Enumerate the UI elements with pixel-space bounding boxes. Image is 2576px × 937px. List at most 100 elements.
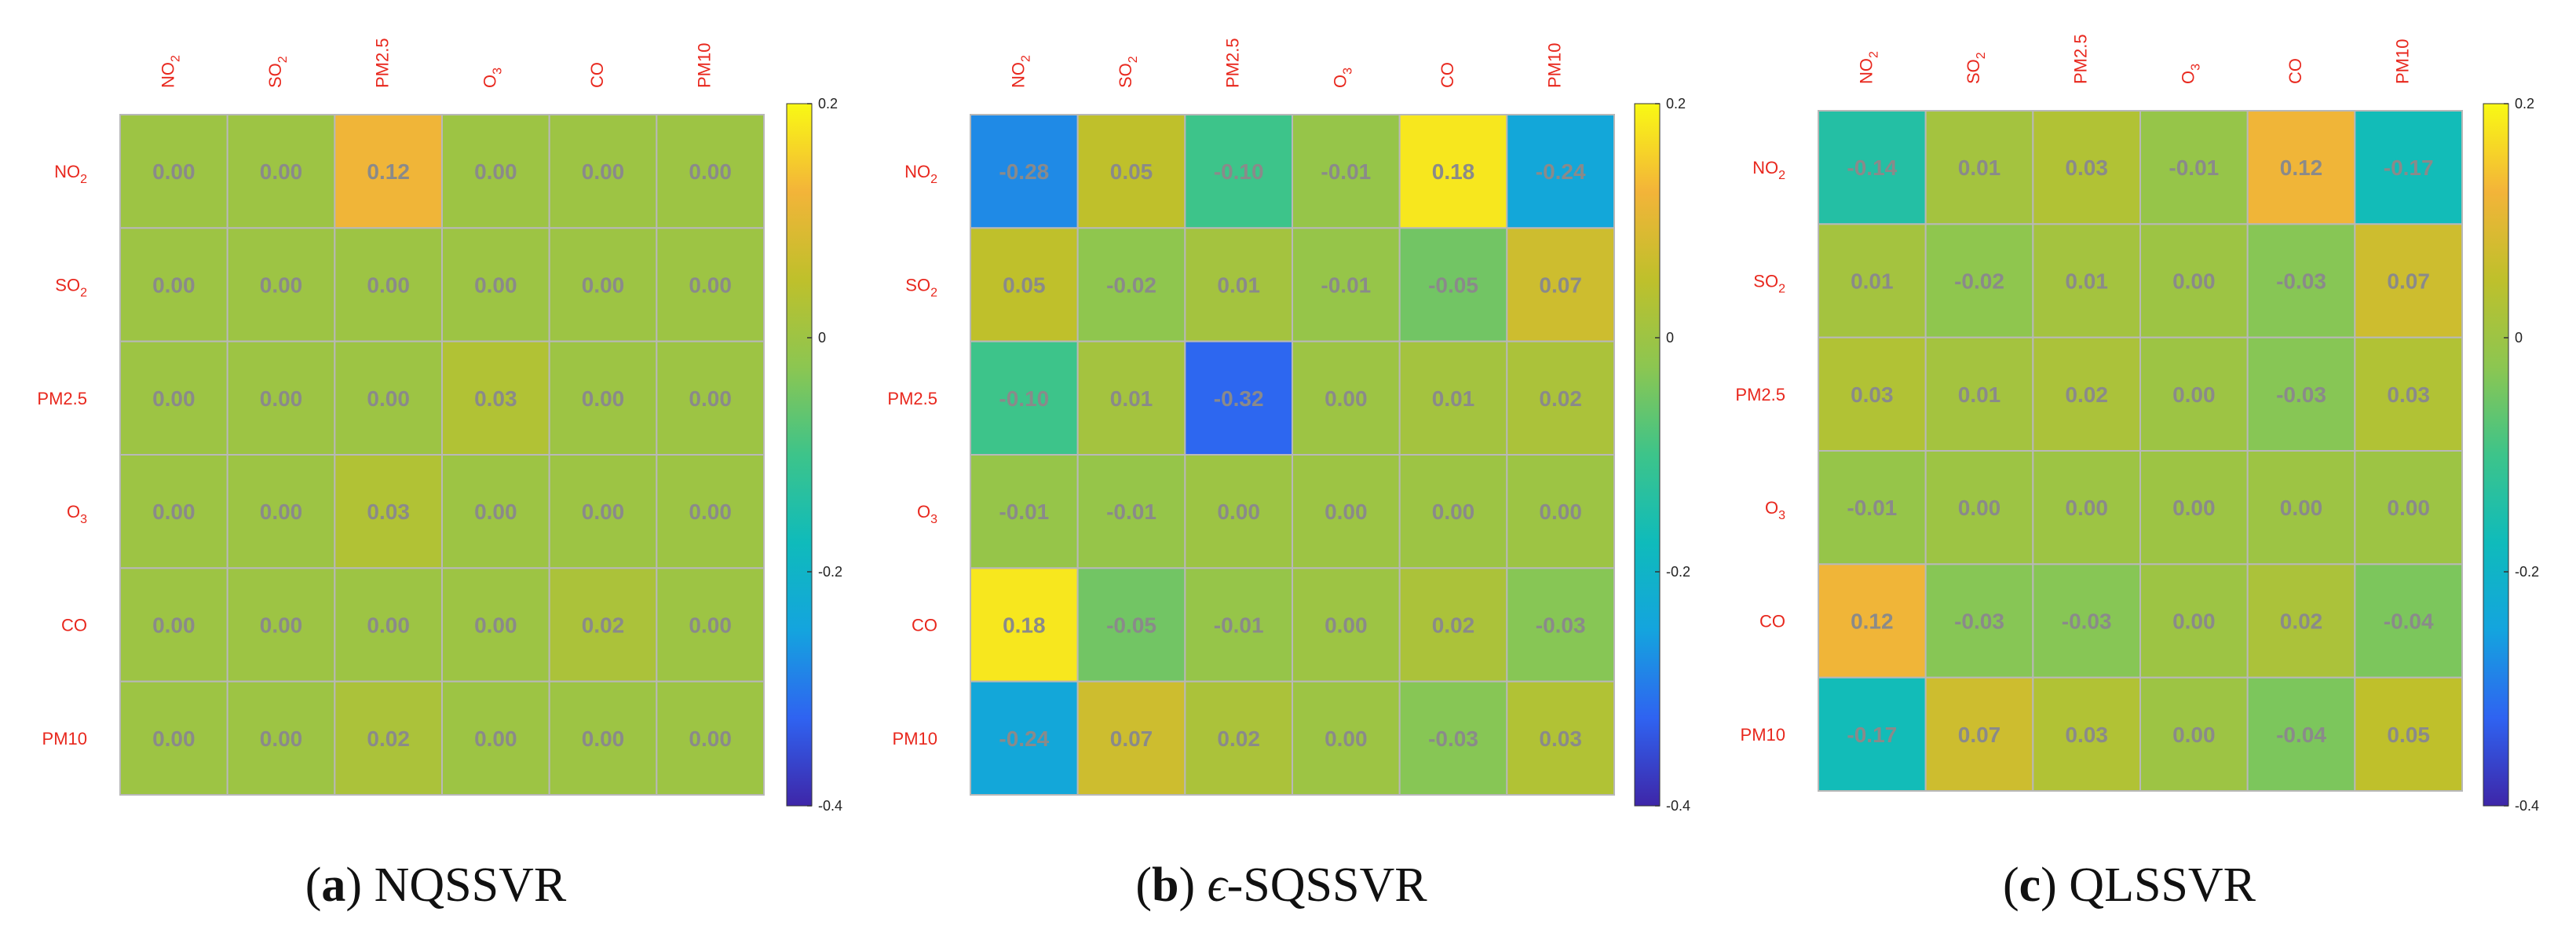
heatmap-cell [1818, 110, 1927, 225]
colorbar [1634, 103, 1661, 807]
heatmap-cell [2354, 676, 2464, 792]
cell-value-label: 0.07 [1110, 727, 1153, 751]
heatmap-cell [441, 567, 550, 683]
y-tick-label: SO2 [905, 276, 937, 300]
heatmap-cell [1506, 340, 1615, 456]
colorbar-tick-label: 0.2 [2515, 96, 2534, 112]
heatmap-cell [119, 680, 228, 796]
cell-value-label: 0.00 [367, 613, 410, 638]
heatmap-cell [2139, 336, 2249, 452]
x-tick-label: CO [587, 62, 607, 88]
heatmap-cell [1924, 110, 2034, 225]
cell-value-label: -0.05 [1428, 273, 1478, 298]
heatmap-cell [1398, 680, 1508, 796]
cell-value-label: -0.14 [1847, 156, 1897, 180]
heatmap-cell [441, 454, 550, 569]
heatmap-cell [548, 680, 658, 796]
heatmap-cell [334, 454, 443, 569]
x-tick-label: SO2 [265, 56, 290, 88]
heatmap-cell [1076, 227, 1186, 342]
heatmap-panel-b: -0.28 0.05 -0.10 -0.01 0.18 -0.24 0.05 -0.02 0.0… [887, 38, 1690, 912]
cell-value-label: -0.01 [999, 500, 1049, 524]
cell-value-label: 0.00 [152, 273, 195, 298]
y-tick-label: PM10 [1741, 725, 1785, 745]
heatmap-cell [2139, 223, 2249, 339]
y-tick-label: SO2 [1753, 272, 1785, 296]
cell-value-label: -0.03 [2276, 382, 2326, 407]
cell-value-label: -0.17 [2384, 156, 2434, 180]
heatmap-cell [1506, 567, 1615, 683]
cell-value-label: 0.00 [152, 727, 195, 751]
heatmap-cell [441, 227, 550, 342]
heatmap-cell [2246, 450, 2356, 565]
cell-value-label: 0.01 [1217, 273, 1260, 298]
x-tick-label: PM2.5 [373, 38, 393, 88]
heatmap-cell [1184, 680, 1293, 796]
cell-value-label: 0.00 [582, 273, 625, 298]
cell-value-label: 0.00 [1958, 496, 2001, 520]
heatmap-cell [656, 340, 765, 456]
heatmap-cell [1398, 114, 1508, 229]
heatmap-cell [441, 680, 550, 796]
heatmap-panel-a: 0.00 0.00 0.12 0.00 0.00 0.00 0.00 0.00 0.00 0.00… [37, 38, 842, 912]
heatmap-cell [1818, 336, 1927, 452]
cell-value-label: 0.12 [1851, 609, 1894, 634]
cell-value-label: 0.03 [2065, 156, 2108, 180]
cell-value-label: -0.01 [1847, 496, 1897, 520]
cell-value-label: 0.07 [2387, 269, 2430, 294]
heatmap-cell [970, 680, 1079, 796]
panel-caption: (b) ϵ-SQSSVR [1135, 858, 1427, 912]
colorbar-tick-label: -0.4 [818, 798, 842, 814]
y-tick-label: NO2 [904, 162, 937, 186]
heatmap-cell [2246, 110, 2356, 225]
colorbar-tick-label: 0 [818, 330, 826, 346]
cell-value-label: -0.17 [1847, 723, 1897, 747]
heatmap-cell [1398, 454, 1508, 569]
cell-value-label: 0.00 [2065, 496, 2108, 520]
x-tick-label: CO [1438, 62, 1457, 88]
cell-value-label: 0.00 [2172, 382, 2216, 407]
cell-value-label: 0.01 [1432, 386, 1475, 411]
heatmap-cell [226, 114, 336, 229]
heatmap-cell [1076, 567, 1186, 683]
y-tick-label: CO [61, 616, 87, 635]
x-tick-label: CO [2286, 58, 2305, 84]
heatmap-cell [970, 227, 1079, 342]
cell-value-label: 0.00 [1325, 727, 1368, 751]
heatmap-cell [2246, 563, 2356, 679]
cell-value-label: 0.01 [1958, 382, 2001, 407]
cell-value-label: 0.00 [2172, 609, 2216, 634]
cell-value-label: 0.00 [1539, 500, 1582, 524]
heatmap-cell [1184, 227, 1293, 342]
x-tick-label: O3 [1330, 68, 1354, 88]
cell-value-label: 0.00 [260, 727, 303, 751]
cell-value-label: 0.03 [1851, 382, 1894, 407]
heatmap-cell [119, 454, 228, 569]
cell-value-label: 0.00 [152, 386, 195, 411]
heatmap-cell [1184, 340, 1293, 456]
cell-value-label: 0.00 [689, 613, 732, 638]
heatmap-cell [226, 454, 336, 569]
colorbar [2483, 103, 2509, 807]
cell-value-label: 0.01 [2065, 269, 2108, 294]
cell-value-label: -0.28 [999, 159, 1049, 184]
heatmap-cell [1292, 680, 1401, 796]
cell-value-label: -0.03 [2062, 609, 2112, 634]
heatmap-cell [2246, 676, 2356, 792]
x-tick-label: NO2 [1008, 55, 1032, 88]
y-tick-label: O3 [1765, 498, 1785, 522]
colorbar-tick-label: 0 [2515, 330, 2523, 346]
heatmap-cell [1398, 340, 1508, 456]
cell-value-label: 0.00 [1432, 500, 1475, 524]
cell-value-label: 0.00 [2172, 723, 2216, 747]
cell-value-label: 0.00 [689, 159, 732, 184]
heatmap-cell [441, 114, 550, 229]
cell-value-label: 0.07 [1539, 273, 1582, 298]
heatmap-cell [2354, 563, 2464, 679]
cell-value-label: 0.01 [1851, 269, 1894, 294]
x-tick-label: PM2.5 [2071, 34, 2091, 84]
heatmap-cell [1506, 227, 1615, 342]
cell-value-label: 0.03 [474, 386, 517, 411]
cell-value-label: -0.10 [999, 386, 1049, 411]
cell-value-label: -0.01 [1214, 613, 1264, 638]
